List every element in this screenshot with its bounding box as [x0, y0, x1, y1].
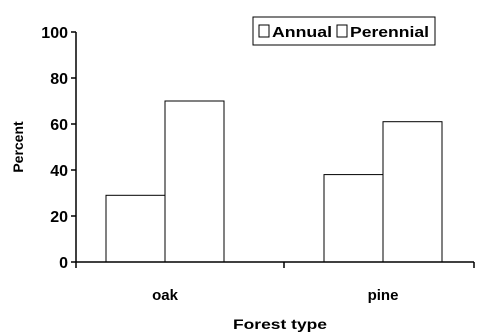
bars-group [105, 100, 443, 263]
y-ticks-group: 0 20 40 60 80 100 [41, 25, 76, 272]
legend-label-perennial: Perennial [350, 24, 429, 41]
bar-annual-pine [323, 174, 384, 263]
legend: Annual Perennial [252, 16, 436, 46]
x-tick-label-oak: oak [152, 287, 179, 304]
bar-annual-oak [105, 194, 166, 263]
legend-swatch-perennial [336, 24, 348, 38]
y-tick-label: 100 [41, 25, 68, 42]
bar-perennial-oak [164, 100, 225, 263]
y-tick-label: 20 [50, 209, 68, 226]
x-tick-label-pine: pine [368, 287, 399, 304]
y-tick-label: 60 [50, 117, 68, 134]
y-tick-label: 40 [50, 163, 68, 180]
y-tick-label: 0 [59, 255, 68, 272]
legend-label-annual: Annual [272, 24, 332, 41]
legend-swatch-annual [258, 24, 270, 38]
y-tick-label: 80 [50, 71, 68, 88]
bar-perennial-pine [382, 121, 443, 263]
x-ticks-group: oak pine [75, 262, 475, 304]
x-axis-title: Forest type [233, 316, 327, 332]
y-axis-title: Percent [10, 121, 26, 173]
